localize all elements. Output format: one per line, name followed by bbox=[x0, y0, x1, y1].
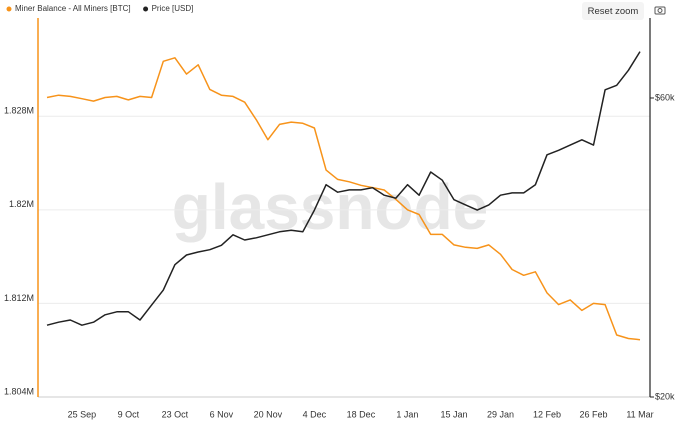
x-tick-label: 6 Nov bbox=[210, 409, 234, 419]
series-line bbox=[46, 57, 641, 341]
x-tick-label: 29 Jan bbox=[487, 409, 514, 419]
watermark: glassnode bbox=[172, 171, 489, 243]
y2-tick-label: $20k bbox=[655, 391, 675, 401]
x-tick-label: 12 Feb bbox=[533, 409, 561, 419]
legend-label: Price [USD] bbox=[152, 4, 194, 13]
y-tick-label: 1.82M bbox=[9, 199, 34, 209]
y-tick-label: 1.812M bbox=[4, 293, 34, 303]
y-tick-label: 1.804M bbox=[4, 386, 34, 396]
x-tick-label: 11 Mar bbox=[626, 409, 653, 419]
series-line bbox=[46, 51, 641, 326]
x-tick-label: 15 Jan bbox=[440, 409, 467, 419]
legend-marker bbox=[6, 6, 12, 12]
x-tick-label: 20 Nov bbox=[254, 409, 283, 419]
x-tick-label: 23 Oct bbox=[162, 409, 189, 419]
legend-marker bbox=[143, 6, 149, 12]
x-tick-label: 1 Jan bbox=[396, 409, 418, 419]
legend-label: Miner Balance - All Miners [BTC] bbox=[15, 4, 131, 13]
camera-icon[interactable] bbox=[654, 6, 666, 15]
reset-zoom-button[interactable]: Reset zoom bbox=[582, 2, 644, 20]
x-tick-label: 18 Dec bbox=[347, 409, 376, 419]
x-tick-label: 4 Dec bbox=[303, 409, 327, 419]
x-tick-label: 26 Feb bbox=[579, 409, 607, 419]
y2-tick-label: $60k bbox=[655, 92, 675, 102]
y-tick-label: 1.828M bbox=[4, 106, 34, 116]
x-tick-label: 9 Oct bbox=[118, 409, 140, 419]
x-tick-label: 25 Sep bbox=[68, 409, 97, 419]
